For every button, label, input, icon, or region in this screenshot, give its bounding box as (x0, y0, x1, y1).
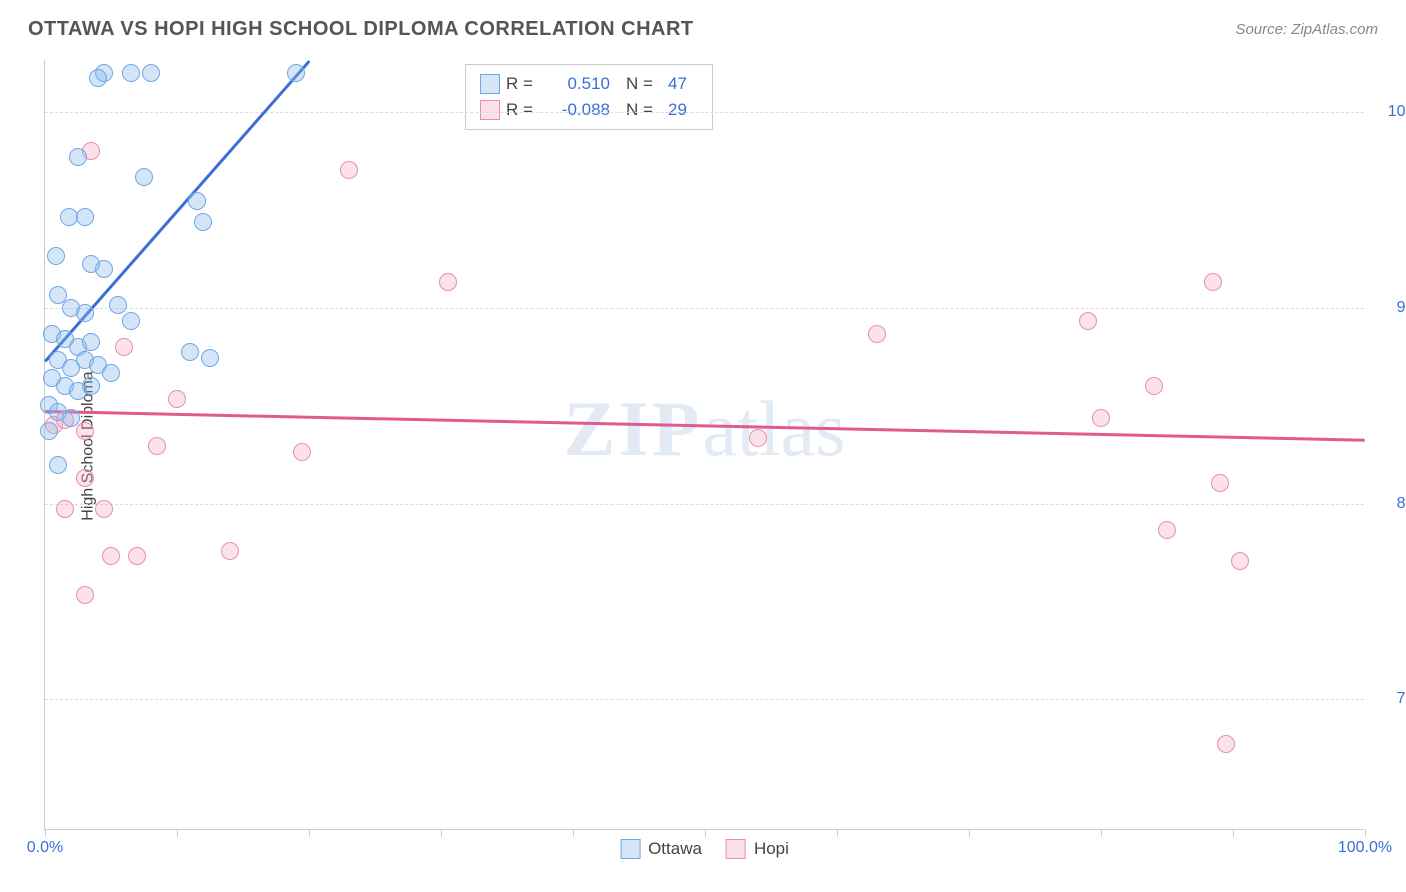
legend-swatch (480, 74, 500, 94)
point-ottawa (194, 213, 212, 231)
point-hopi (868, 325, 886, 343)
legend-n-label: N = (626, 74, 662, 94)
y-tick-label: 92.5% (1372, 299, 1406, 317)
legend-r-value: -0.088 (548, 100, 610, 120)
legend-r-label: R = (506, 100, 542, 120)
point-ottawa (49, 456, 67, 474)
trendline-hopi (45, 410, 1365, 441)
x-tick-mark (1365, 829, 1366, 837)
legend-n-value: 47 (668, 74, 698, 94)
legend-row: R = -0.088 N = 29 (480, 97, 698, 123)
point-ottawa (287, 64, 305, 82)
point-hopi (115, 338, 133, 356)
point-hopi (439, 273, 457, 291)
watermark-bold: ZIP (564, 385, 703, 472)
point-hopi (1231, 552, 1249, 570)
point-ottawa (69, 148, 87, 166)
point-ottawa (62, 409, 80, 427)
point-hopi (1145, 377, 1163, 395)
x-tick-label: 100.0% (1338, 839, 1392, 857)
x-tick-mark (177, 829, 178, 837)
legend-swatch (480, 100, 500, 120)
gridline-h (45, 504, 1364, 505)
point-hopi (749, 429, 767, 447)
point-ottawa (122, 64, 140, 82)
point-ottawa (95, 260, 113, 278)
series-legend: Ottawa Hopi (620, 839, 789, 859)
point-hopi (148, 437, 166, 455)
watermark: ZIPatlas (564, 384, 846, 474)
point-hopi (1092, 409, 1110, 427)
legend-r-label: R = (506, 74, 542, 94)
point-ottawa (201, 349, 219, 367)
x-tick-mark (45, 829, 46, 837)
point-hopi (102, 547, 120, 565)
y-tick-label: 100.0% (1372, 103, 1406, 121)
plot-area: ZIPatlas R =0.510N =47R =-0.088N =29 Ott… (44, 60, 1364, 830)
point-hopi (1211, 474, 1229, 492)
legend-n-value: 29 (668, 100, 698, 120)
gridline-h (45, 699, 1364, 700)
chart-title: OTTAWA VS HOPI HIGH SCHOOL DIPLOMA CORRE… (28, 18, 694, 41)
point-hopi (168, 390, 186, 408)
point-hopi (340, 161, 358, 179)
point-ottawa (89, 69, 107, 87)
point-ottawa (76, 304, 94, 322)
point-hopi (1158, 521, 1176, 539)
legend-r-value: 0.510 (548, 74, 610, 94)
series-legend-label: Ottawa (648, 839, 702, 859)
legend-n-label: N = (626, 100, 662, 120)
point-hopi (76, 469, 94, 487)
point-hopi (1204, 273, 1222, 291)
chart-container: OTTAWA VS HOPI HIGH SCHOOL DIPLOMA CORRE… (0, 0, 1406, 892)
x-tick-mark (837, 829, 838, 837)
x-tick-label: 0.0% (27, 839, 63, 857)
point-ottawa (102, 364, 120, 382)
point-ottawa (82, 377, 100, 395)
point-hopi (221, 542, 239, 560)
y-tick-label: 77.5% (1372, 690, 1406, 708)
point-hopi (1217, 735, 1235, 753)
gridline-h (45, 112, 1364, 113)
point-ottawa (188, 192, 206, 210)
point-ottawa (109, 296, 127, 314)
point-ottawa (40, 422, 58, 440)
point-ottawa (76, 208, 94, 226)
point-hopi (95, 500, 113, 518)
point-ottawa (135, 168, 153, 186)
x-tick-mark (309, 829, 310, 837)
chart-header: OTTAWA VS HOPI HIGH SCHOOL DIPLOMA CORRE… (0, 0, 1406, 54)
correlation-legend: R = 0.510 N = 47 R = -0.088 N = 29 (465, 64, 713, 130)
legend-row: R = 0.510 N = 47 (480, 71, 698, 97)
x-tick-mark (969, 829, 970, 837)
point-ottawa (181, 343, 199, 361)
x-tick-mark (1101, 829, 1102, 837)
point-ottawa (82, 333, 100, 351)
legend-swatch (620, 839, 640, 859)
series-legend-item: Hopi (726, 839, 789, 859)
x-tick-mark (441, 829, 442, 837)
series-legend-item: Ottawa (620, 839, 702, 859)
series-legend-label: Hopi (754, 839, 789, 859)
x-tick-mark (573, 829, 574, 837)
chart-source: Source: ZipAtlas.com (1235, 21, 1378, 38)
x-tick-mark (705, 829, 706, 837)
gridline-h (45, 308, 1364, 309)
point-hopi (56, 500, 74, 518)
point-ottawa (47, 247, 65, 265)
x-tick-mark (1233, 829, 1234, 837)
point-hopi (128, 547, 146, 565)
point-hopi (293, 443, 311, 461)
legend-swatch (726, 839, 746, 859)
point-ottawa (122, 312, 140, 330)
point-hopi (76, 586, 94, 604)
point-hopi (76, 422, 94, 440)
point-ottawa (142, 64, 160, 82)
y-tick-label: 85.0% (1372, 495, 1406, 513)
point-hopi (1079, 312, 1097, 330)
